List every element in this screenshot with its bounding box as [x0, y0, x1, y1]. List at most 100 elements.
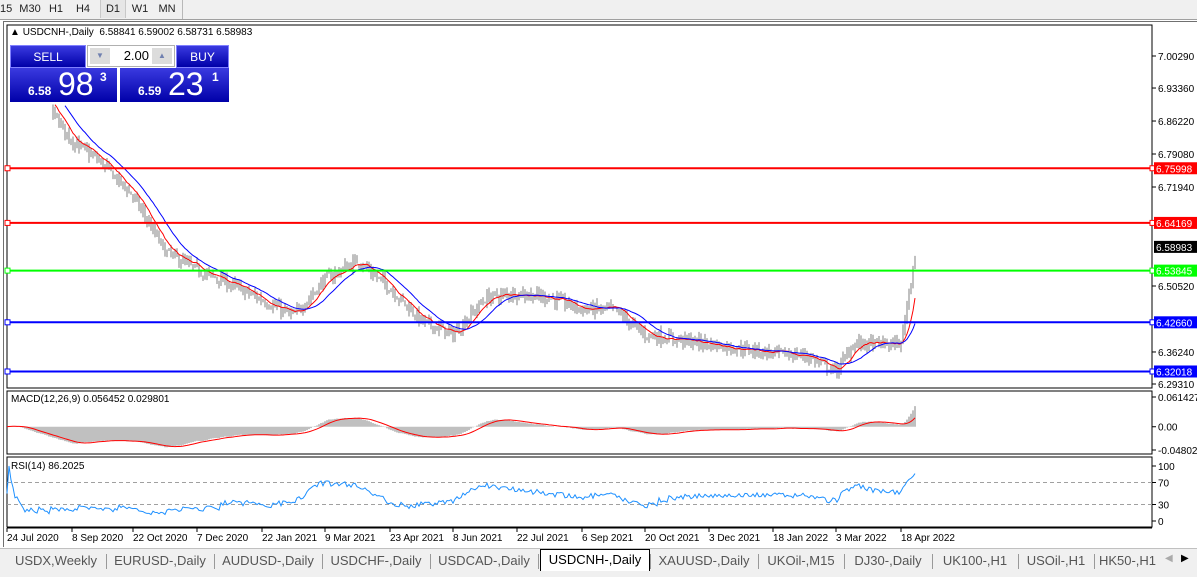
- price-tick-label: 6.36240: [1158, 348, 1195, 359]
- timeframe-h4[interactable]: H4: [75, 3, 91, 15]
- tab-usdcad-daily[interactable]: USDCAD-,Daily: [438, 553, 530, 568]
- level-price-label: 6.42660: [1156, 318, 1193, 329]
- chart-title: ▲ USDCNH-,Daily 6.58841 6.59002 6.58731 …: [10, 27, 252, 38]
- tab-hk50-h1[interactable]: HK50-,H1: [1098, 553, 1157, 568]
- date-tick-label: 22 Jul 2021: [517, 533, 569, 544]
- macd-signal-line: [6, 417, 916, 448]
- buy-price-prefix: 6.59: [138, 84, 162, 98]
- price-tick-label: 6.86220: [1158, 117, 1195, 128]
- sell-price[interactable]: 6.58 98 3: [10, 68, 117, 102]
- rsi-pane: [6, 456, 1153, 528]
- tab-audusd-daily[interactable]: AUDUSD-,Daily: [222, 553, 314, 568]
- chart-tabs: USDX,Weekly EURUSD-,Daily AUDUSD-,Daily USD…: [0, 548, 1197, 577]
- tab-eurusd-daily[interactable]: EURUSD-,Daily: [114, 553, 206, 568]
- price-tick-label: 6.50520: [1158, 282, 1195, 293]
- symbol-timeframe: USDCNH-,Daily: [22, 27, 94, 38]
- level-handle: [4, 319, 11, 326]
- increase-lot-icon[interactable]: ▲: [152, 48, 172, 64]
- current-price-label: 6.58983: [1156, 243, 1193, 254]
- date-tick-label: 8 Sep 2020: [72, 533, 124, 544]
- timeframe-w1[interactable]: W1: [131, 3, 149, 15]
- timeframe-m30[interactable]: M30: [19, 3, 41, 15]
- tab-divider: [932, 554, 933, 569]
- price-tick-label: 6.71940: [1158, 183, 1195, 194]
- date-tick-label: 8 Jun 2021: [453, 533, 503, 544]
- toolbar-divider: [182, 0, 183, 19]
- tab-usdx-weekly[interactable]: USDX,Weekly: [14, 553, 98, 568]
- tab-usdcnh-daily[interactable]: USDCNH-,Daily: [540, 549, 650, 571]
- scroll-right-icon[interactable]: ▶: [1181, 553, 1189, 564]
- timeframe-mn[interactable]: MN: [158, 3, 176, 15]
- date-tick-label: 7 Dec 2020: [197, 533, 249, 544]
- price-tick-label: 7.00290: [1158, 52, 1195, 63]
- level-price-badge: [1154, 316, 1197, 329]
- level-price-label: 6.53845: [1156, 267, 1193, 278]
- level-price-badge: [1154, 264, 1197, 277]
- date-tick-label: 22 Oct 2020: [133, 533, 188, 544]
- lot-size-input[interactable]: 2.00: [123, 48, 149, 63]
- timeframe-d1[interactable]: D1: [100, 0, 126, 18]
- tab-xauusd-daily[interactable]: XAUUSD-,Daily: [658, 553, 750, 568]
- ohlc-values: 6.58841 6.59002 6.58731 6.58983: [99, 27, 253, 38]
- level-price-badge: [1154, 162, 1197, 175]
- buy-price-pips: 23: [168, 68, 204, 102]
- price-tick-label: 6.93360: [1158, 84, 1195, 95]
- tab-divider: [1018, 554, 1019, 569]
- macd-label: MACD(12,26,9) 0.056452 0.029801: [11, 394, 170, 405]
- tab-uk100-h1[interactable]: UK100-,H1: [942, 553, 1008, 568]
- tab-divider: [1094, 554, 1095, 569]
- tab-divider: [106, 554, 107, 569]
- lot-size-stepper[interactable]: ▼ 2.00 ▲: [87, 45, 175, 67]
- level-price-badge: [1154, 365, 1197, 378]
- level-price-label: 6.32018: [1156, 367, 1193, 378]
- date-tick-label: 22 Jan 2021: [262, 533, 317, 544]
- macd-tick-label: -0.048025: [1158, 446, 1197, 457]
- price-chart[interactable]: 24 Jul 2020 8 Sep 2020 22 Oct 2020 7 Dec 20…: [0, 0, 1197, 548]
- price-tick-label: 6.79080: [1158, 150, 1195, 161]
- level-handle: [4, 368, 11, 375]
- macd-tick-label: 0.00: [1158, 423, 1178, 434]
- buy-button[interactable]: BUY: [176, 45, 229, 68]
- date-tick-label: 24 Jul 2020: [7, 533, 59, 544]
- level-price-badge: [1154, 216, 1197, 229]
- buy-price[interactable]: 6.59 23 1: [120, 68, 229, 102]
- date-tick-label: 23 Apr 2021: [390, 533, 444, 544]
- date-tick-label: 9 Mar 2021: [325, 533, 376, 544]
- level-price-label: 6.75998: [1156, 164, 1193, 175]
- sell-price-pips: 98: [58, 68, 94, 102]
- tab-divider: [538, 554, 539, 569]
- tab-divider: [650, 554, 651, 569]
- rsi-tick-label: 30: [1158, 501, 1170, 512]
- sell-price-fraction: 3: [100, 70, 107, 84]
- rsi-line: [6, 465, 916, 516]
- tab-usdchf-daily[interactable]: USDCHF-,Daily: [330, 553, 422, 568]
- tab-usoil-h1[interactable]: USOil-,H1: [1026, 553, 1086, 568]
- timeframe-m15[interactable]: 15: [0, 3, 13, 15]
- date-tick-label: 18 Apr 2022: [901, 533, 955, 544]
- tab-divider: [322, 554, 323, 569]
- slow-ma-line: [64, 105, 916, 365]
- date-tick-label: 20 Oct 2021: [645, 533, 700, 544]
- rsi-tick-label: 100: [1158, 462, 1175, 473]
- tab-divider: [758, 554, 759, 569]
- fast-ma-line: [54, 104, 916, 370]
- macd-tick-label: 0.061427: [1158, 393, 1197, 404]
- scroll-left-icon[interactable]: ◀: [1165, 553, 1173, 564]
- chart-window: [3, 21, 1197, 547]
- tab-dj30-daily[interactable]: DJ30-,Daily: [854, 553, 922, 568]
- level-handle: [4, 165, 11, 172]
- collapse-triangle-icon[interactable]: ▲: [10, 27, 20, 38]
- tab-divider: [844, 554, 845, 569]
- rsi-tick-label: 70: [1158, 479, 1170, 490]
- timeframe-h1[interactable]: H1: [48, 3, 64, 15]
- tab-divider: [214, 554, 215, 569]
- date-tick-label: 3 Dec 2021: [709, 533, 761, 544]
- decrease-lot-icon[interactable]: ▼: [90, 48, 110, 64]
- date-tick-label: 18 Jan 2022: [773, 533, 828, 544]
- rsi-label: RSI(14) 86.2025: [11, 461, 85, 472]
- macd-pane: [6, 390, 1153, 455]
- sell-button[interactable]: SELL: [10, 45, 86, 68]
- level-handle: [4, 267, 11, 274]
- tab-ukoil-m15[interactable]: UKOil-,M15: [767, 553, 835, 568]
- date-tick-label: 3 Mar 2022: [836, 533, 887, 544]
